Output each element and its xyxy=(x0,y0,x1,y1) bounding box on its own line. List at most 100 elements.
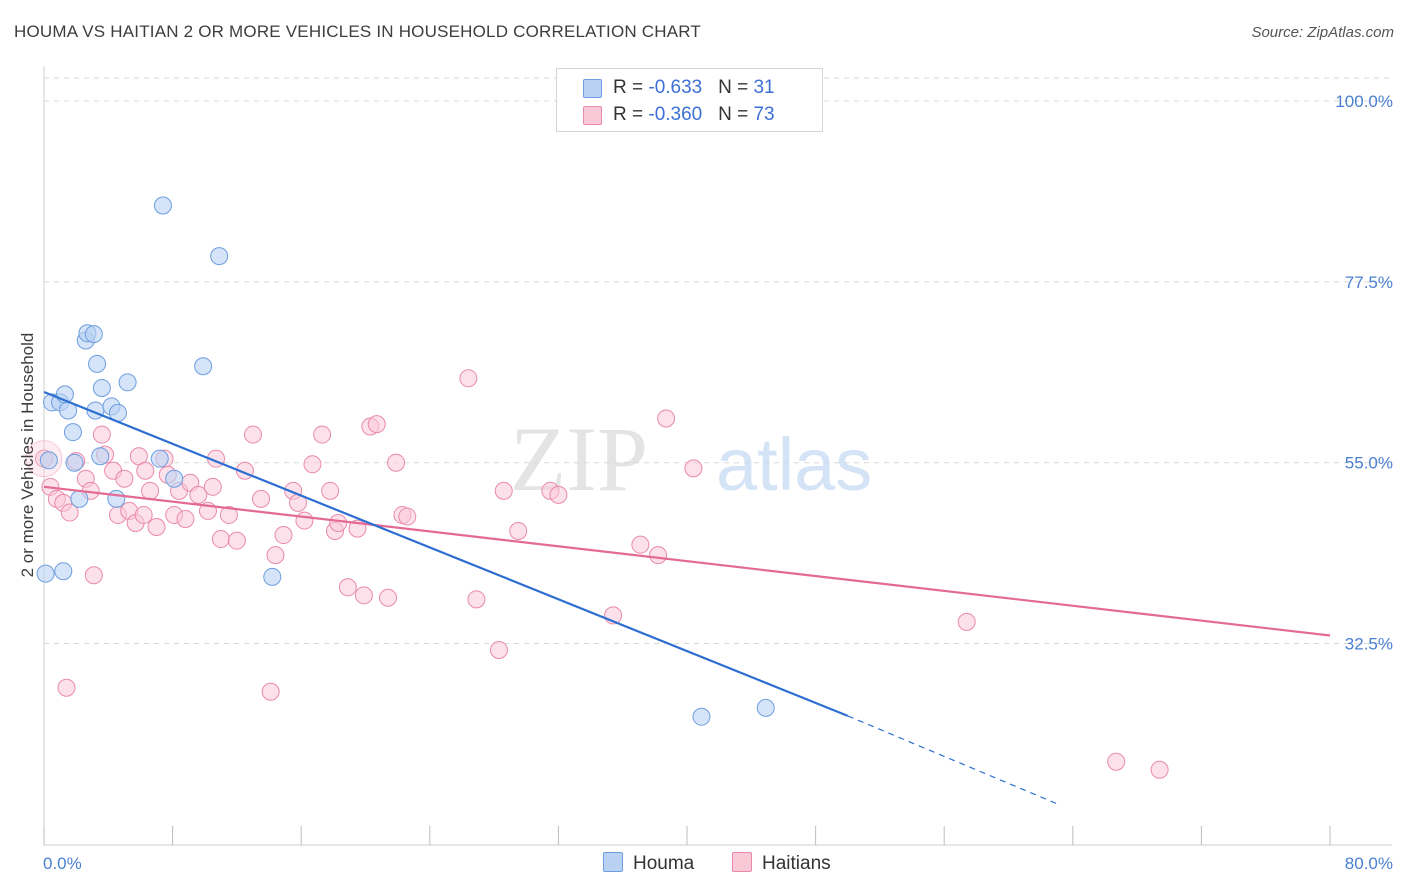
houma-point xyxy=(91,447,110,466)
haitians-point xyxy=(631,535,650,554)
houma-point xyxy=(107,489,126,508)
houma-point xyxy=(36,564,55,583)
haitians-point xyxy=(398,507,417,526)
haitians-point xyxy=(1107,752,1126,771)
houma-point xyxy=(63,423,82,442)
haitians-point xyxy=(684,459,703,478)
y-tick-label: 100.0% xyxy=(1335,92,1393,111)
haitians-point xyxy=(60,503,79,522)
houma-trend-line xyxy=(43,390,849,717)
houma-point xyxy=(84,325,103,344)
haitians-point xyxy=(489,640,508,659)
haitians-point xyxy=(261,682,280,701)
haitians-point xyxy=(176,509,195,528)
haitians-point xyxy=(266,546,285,565)
legend-n-label-haitians: N = xyxy=(718,104,754,125)
x-tick-label: 80.0% xyxy=(1345,854,1393,873)
tick-labels: 32.5% 55.0% 77.5% 100.0% 0.0% 80.0% xyxy=(43,92,1393,873)
legend-r-value-haitians: -0.360 xyxy=(648,104,703,125)
bottom-legend-swatch-haitians xyxy=(732,852,752,872)
haitians-point xyxy=(338,578,357,597)
haitians-point xyxy=(92,425,111,444)
haitians-point xyxy=(649,546,668,565)
haitians-point xyxy=(227,531,246,550)
gridlines xyxy=(44,77,1392,645)
houma-point xyxy=(692,707,711,726)
legend-n-value-houma: 31 xyxy=(753,77,775,98)
legend-n-value-haitians: 73 xyxy=(753,104,775,125)
haitians-point xyxy=(115,469,134,488)
chart-title: HOUMA VS HAITIAN 2 OR MORE VEHICLES IN H… xyxy=(14,22,702,41)
haitians-point xyxy=(252,489,271,508)
bottom-legend-houma: Houma xyxy=(603,852,694,875)
y-tick-label: 77.5% xyxy=(1345,273,1393,292)
haitians-point xyxy=(467,590,486,609)
haitians-point xyxy=(957,612,976,631)
haitians-point xyxy=(84,566,103,585)
haitians-point xyxy=(136,461,155,480)
houma-point xyxy=(92,378,111,397)
haitians-point xyxy=(354,586,373,605)
haitians-point xyxy=(189,485,208,504)
y-tick-label: 32.5% xyxy=(1345,635,1393,654)
haitians-point xyxy=(549,485,568,504)
haitians-point xyxy=(295,511,314,530)
correlation-legend: R = -0.633 N = 31 R = -0.360 N = 73 xyxy=(556,68,823,132)
watermark-atlas: atlas xyxy=(716,423,872,506)
source-label: Source: ZipAtlas.com xyxy=(1251,24,1394,41)
bottom-legend-swatch-houma xyxy=(603,852,623,872)
houma-point xyxy=(194,357,213,376)
houma-point xyxy=(65,453,84,472)
bottom-legend-label-haitians: Haitians xyxy=(762,853,831,874)
watermark-zip: ZIP xyxy=(510,408,648,510)
haitians-point xyxy=(211,530,230,549)
haitians-point xyxy=(379,588,398,607)
houma-point xyxy=(153,196,172,215)
haitians-point xyxy=(387,453,406,472)
houma-trend-extension xyxy=(847,715,1059,805)
y-axis-label: 2 or more Vehicles in Household xyxy=(18,333,37,578)
bottom-legend-label-houma: Houma xyxy=(633,853,695,874)
haitians-point xyxy=(321,481,340,500)
trend-lines xyxy=(43,390,1331,805)
haitians-point xyxy=(134,505,153,524)
houma-point xyxy=(263,567,282,586)
houma-point xyxy=(118,373,137,392)
houma-point xyxy=(54,562,73,581)
houma-point xyxy=(150,449,169,468)
legend-swatch-houma xyxy=(583,79,602,98)
houma-points xyxy=(36,196,775,726)
haitians-point xyxy=(147,518,166,537)
y-tick-label: 55.0% xyxy=(1345,454,1393,473)
haitians-point xyxy=(509,522,528,541)
houma-point xyxy=(756,698,775,717)
haitians-point xyxy=(219,505,238,524)
haitians-point xyxy=(303,455,322,474)
haitians-trend-line xyxy=(43,485,1331,637)
houma-point xyxy=(165,469,184,488)
bottom-legend-haitians: Haitians xyxy=(732,852,831,875)
haitians-point xyxy=(57,678,76,697)
houma-point xyxy=(39,451,58,470)
houma-point xyxy=(88,354,107,373)
legend-r-label-haitians: R = xyxy=(613,104,649,125)
houma-point xyxy=(210,247,229,266)
haitians-point xyxy=(313,425,332,444)
haitians-point xyxy=(141,481,160,500)
haitians-point xyxy=(657,409,676,428)
legend-r-value-houma: -0.633 xyxy=(648,77,703,98)
haitians-point xyxy=(203,477,222,496)
houma-point xyxy=(70,489,89,508)
legend-n-label-houma: N = xyxy=(718,77,754,98)
legend-r-label-houma: R = xyxy=(613,77,649,98)
legend-swatch-haitians xyxy=(583,106,602,125)
haitians-point xyxy=(494,481,513,500)
haitians-point xyxy=(243,425,262,444)
haitians-point xyxy=(1150,760,1169,779)
x-tick-label: 0.0% xyxy=(43,854,82,873)
watermark: ZIP atlas xyxy=(510,408,872,510)
haitians-point xyxy=(274,526,293,545)
haitians-point xyxy=(329,513,348,532)
haitians-point xyxy=(367,415,386,434)
